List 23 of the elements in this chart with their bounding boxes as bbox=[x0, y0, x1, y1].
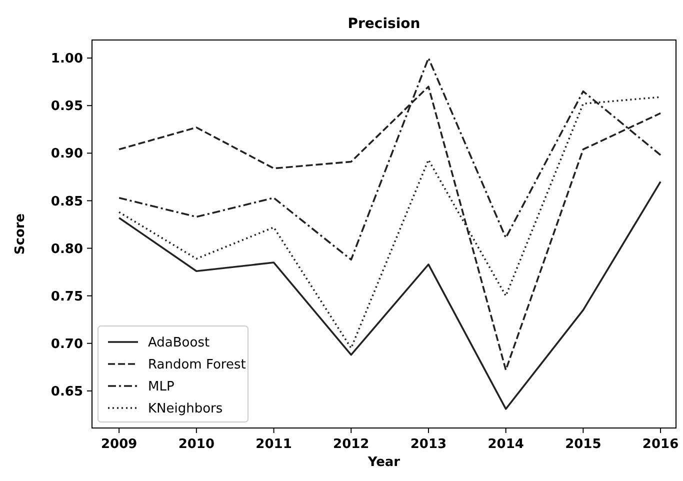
y-tick-label: 0.70 bbox=[50, 336, 83, 352]
x-tick-label: 2016 bbox=[642, 437, 679, 452]
x-tick-label: 2009 bbox=[100, 437, 138, 452]
x-tick-label: 2011 bbox=[256, 437, 292, 452]
x-tick-label: 2015 bbox=[565, 437, 602, 452]
legend-label: MLP bbox=[148, 380, 174, 395]
y-tick-label: 1.00 bbox=[50, 52, 83, 67]
x-tick-label: 2010 bbox=[178, 437, 215, 452]
y-tick-label: 0.80 bbox=[50, 242, 83, 257]
x-axis-title: Year bbox=[366, 455, 401, 470]
legend-label: AdaBoost bbox=[148, 336, 210, 351]
x-tick-label: 2013 bbox=[410, 437, 447, 452]
y-tick-label: 0.90 bbox=[50, 146, 83, 162]
legend-label: Random Forest bbox=[148, 358, 246, 373]
x-tick-label: 2012 bbox=[333, 437, 370, 452]
y-tick-label: 0.95 bbox=[50, 99, 83, 114]
y-tick-label: 0.75 bbox=[50, 289, 83, 304]
y-axis-title: Score bbox=[13, 213, 28, 255]
legend-label: KNeighbors bbox=[148, 402, 223, 417]
y-tick-label: 0.85 bbox=[50, 194, 83, 210]
x-tick-label: 2014 bbox=[488, 437, 524, 452]
chart-title: Precision bbox=[348, 16, 420, 32]
y-tick-label: 0.65 bbox=[50, 384, 83, 400]
